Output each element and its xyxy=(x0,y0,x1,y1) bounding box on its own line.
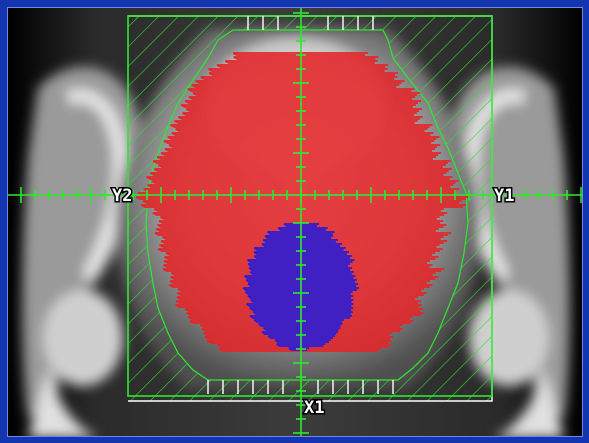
dose-line xyxy=(169,280,430,284)
dose-line xyxy=(247,263,350,267)
dose-line xyxy=(253,319,344,323)
dose-line xyxy=(156,156,436,160)
dose-line xyxy=(247,283,358,287)
dose-line xyxy=(175,304,422,308)
field-border xyxy=(127,15,493,397)
dose-line xyxy=(155,228,439,232)
dose-line xyxy=(162,268,445,272)
dose-line xyxy=(216,344,392,348)
dose-line xyxy=(192,92,421,96)
dose-line xyxy=(160,240,448,244)
dose-contour-outer xyxy=(135,52,469,352)
dose-line xyxy=(168,144,441,148)
dose-line xyxy=(252,311,353,315)
dose-line xyxy=(181,112,417,116)
dose-line xyxy=(152,160,451,164)
dose-line xyxy=(246,303,354,307)
dose-line xyxy=(253,247,346,251)
dose-line xyxy=(195,80,405,84)
dose-line xyxy=(164,148,436,152)
dose-line xyxy=(244,275,356,279)
dose-line xyxy=(152,212,448,216)
dose-line xyxy=(216,64,389,68)
dose-line xyxy=(244,291,353,295)
dose-line xyxy=(163,140,435,144)
dose-line xyxy=(233,56,379,60)
dose-line xyxy=(249,271,354,275)
dose-line xyxy=(157,164,446,168)
dose-line xyxy=(153,168,452,172)
dose-line xyxy=(185,108,422,112)
dose-line xyxy=(170,276,439,280)
dose-line xyxy=(208,72,398,76)
dose-line xyxy=(163,260,430,264)
dose-line xyxy=(253,255,352,259)
dose-line xyxy=(180,104,416,108)
mlc-leaf-ticks xyxy=(207,16,394,394)
dose-line xyxy=(184,308,424,312)
dose-line xyxy=(173,120,418,124)
dose-line xyxy=(201,328,404,332)
dose-line xyxy=(200,76,398,80)
dose-line xyxy=(203,332,393,336)
dose-line xyxy=(184,100,422,104)
dose-line xyxy=(157,224,447,228)
dose-line xyxy=(186,312,424,316)
dose-line xyxy=(142,200,462,204)
label-y1: Y1 xyxy=(494,186,514,206)
dose-line xyxy=(175,300,421,304)
dose-line xyxy=(206,340,392,344)
pelvis-image xyxy=(22,28,570,436)
dose-line xyxy=(204,336,393,340)
label-y2: Y2 xyxy=(112,186,132,206)
mlc-aperture xyxy=(145,29,469,381)
dose-line xyxy=(191,84,400,88)
dose-line xyxy=(264,235,334,239)
beams-eye-view[interactable]: Y2 Y1 X1 xyxy=(7,7,583,437)
dose-line xyxy=(146,176,453,180)
dose-line xyxy=(250,299,354,303)
dose-line xyxy=(261,331,339,335)
crosshair xyxy=(8,8,582,436)
dose-line xyxy=(176,296,419,300)
dose-line xyxy=(170,272,436,276)
dose-line xyxy=(171,132,434,136)
dose-line xyxy=(167,136,440,140)
dose-line xyxy=(149,172,447,176)
dose-line xyxy=(159,216,440,220)
dose-line xyxy=(140,204,466,208)
mlc-blocked-region xyxy=(128,16,492,401)
dose-line xyxy=(154,232,452,236)
dose-line xyxy=(159,244,440,248)
dose-line xyxy=(274,339,331,343)
bev-canvas[interactable]: Y2 Y1 X1 xyxy=(8,8,583,437)
dose-line xyxy=(261,243,343,247)
dose-line xyxy=(288,347,310,351)
dose-line xyxy=(263,327,341,331)
dose-contour-inner xyxy=(242,223,359,351)
label-x1: X1 xyxy=(304,398,324,418)
dose-line xyxy=(277,227,328,231)
